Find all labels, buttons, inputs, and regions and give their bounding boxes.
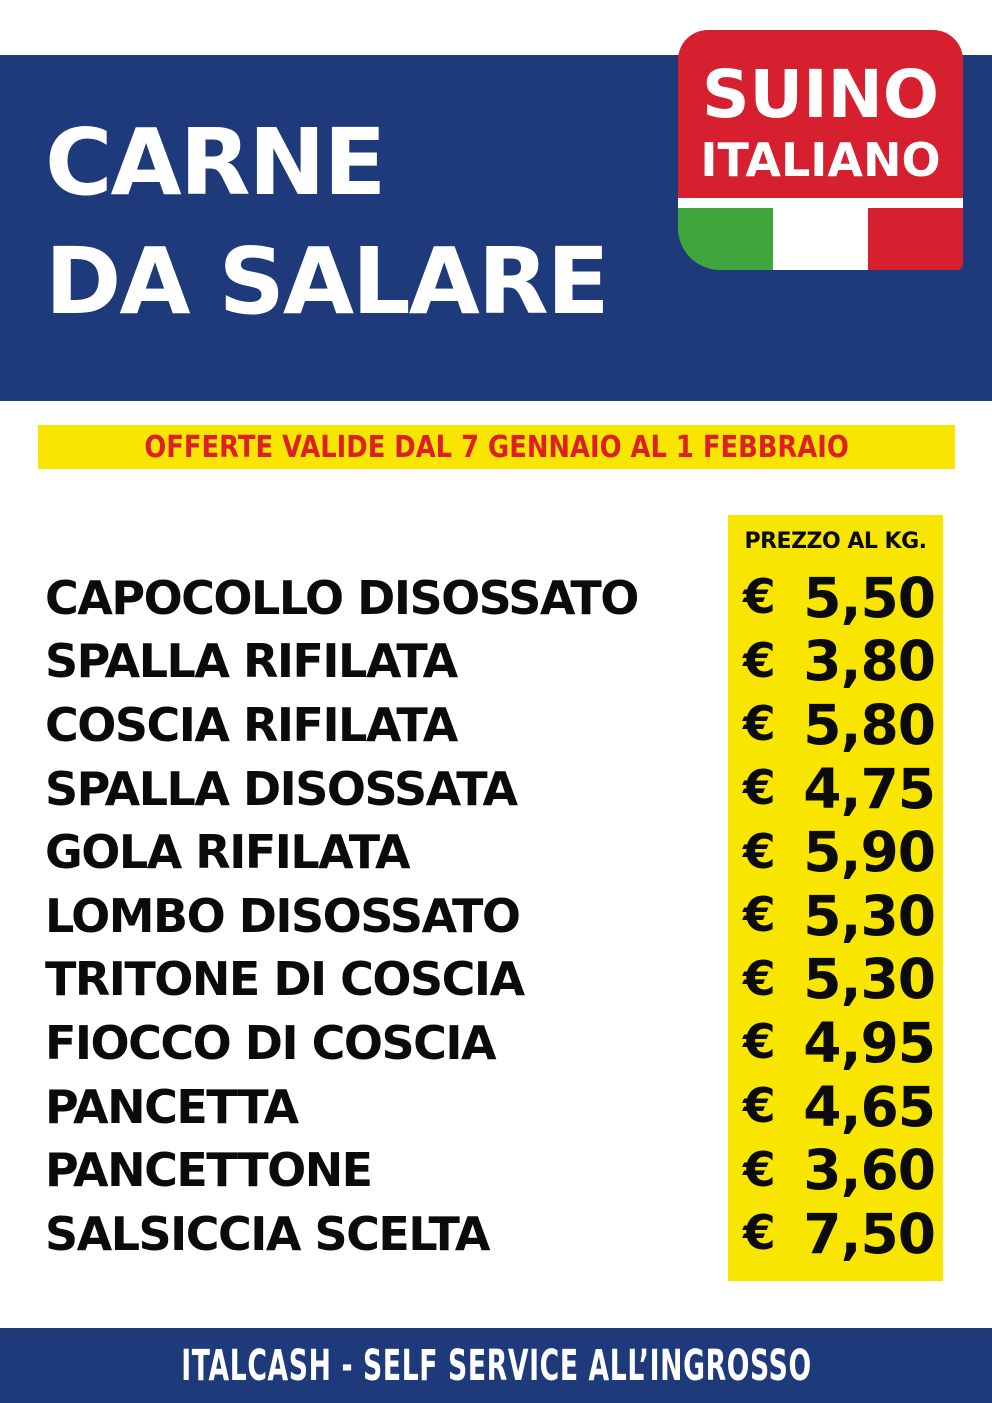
euro-symbol: € bbox=[743, 570, 776, 626]
flag-green-stripe bbox=[678, 208, 773, 270]
euro-symbol: € bbox=[743, 1142, 776, 1198]
price-cell: € 4,75 bbox=[728, 757, 943, 821]
price-value: 4,65 bbox=[803, 1074, 936, 1139]
badge-subtitle: ITALIANO bbox=[700, 133, 941, 187]
list-item: GOLA RIFILATA € 5,90 bbox=[0, 820, 992, 884]
euro-symbol: € bbox=[743, 1079, 776, 1135]
list-item: PANCETTA € 4,65 bbox=[0, 1075, 992, 1139]
product-name: SALSICCIA SCELTA bbox=[45, 1206, 490, 1261]
flag-white-stripe bbox=[773, 208, 868, 270]
italian-flag-icon bbox=[678, 208, 963, 270]
product-name: LOMBO DISOSSATO bbox=[45, 888, 521, 943]
offer-banner: OFFERTE VALIDE DAL 7 GENNAIO AL 1 FEBBRA… bbox=[38, 425, 955, 469]
product-name: COSCIA RIFILATA bbox=[45, 697, 458, 752]
price-cell: € 5,50 bbox=[728, 566, 943, 630]
euro-symbol: € bbox=[743, 951, 776, 1007]
list-item: COSCIA RIFILATA € 5,80 bbox=[0, 693, 992, 757]
euro-symbol: € bbox=[743, 633, 776, 689]
price-value: 5,80 bbox=[803, 692, 936, 757]
product-name: GOLA RIFILATA bbox=[45, 825, 411, 880]
price-column-background: PREZZO AL KG. bbox=[728, 515, 943, 1281]
price-cell: € 3,80 bbox=[728, 629, 943, 693]
product-name: TRITONE DI COSCIA bbox=[45, 952, 525, 1007]
price-value: 5,50 bbox=[803, 565, 936, 630]
price-value: 5,30 bbox=[803, 947, 936, 1012]
list-item: PANCETTONE € 3,60 bbox=[0, 1138, 992, 1202]
price-value: 5,90 bbox=[803, 820, 936, 885]
price-cell: € 5,30 bbox=[728, 884, 943, 948]
product-name: PANCETTONE bbox=[45, 1143, 373, 1198]
page-title-line1: CARNE bbox=[45, 109, 386, 216]
footer-text: ITALCASH - SELF SERVICE ALL’INGROSSO bbox=[180, 1340, 812, 1391]
euro-symbol: € bbox=[743, 761, 776, 817]
price-cell: € 5,30 bbox=[728, 947, 943, 1011]
euro-symbol: € bbox=[743, 1015, 776, 1071]
price-value: 4,95 bbox=[803, 1010, 936, 1075]
list-item: SPALLA DISOSSATA € 4,75 bbox=[0, 757, 992, 821]
price-cell: € 4,65 bbox=[728, 1075, 943, 1139]
euro-symbol: € bbox=[743, 1206, 776, 1262]
badge-label-box: SUINO ITALIANO bbox=[678, 30, 963, 198]
price-value: 7,50 bbox=[803, 1201, 936, 1266]
price-cell: € 7,50 bbox=[728, 1202, 943, 1266]
price-value: 3,60 bbox=[803, 1138, 936, 1203]
product-name: FIOCCO DI COSCIA bbox=[45, 1015, 497, 1070]
badge-title: SUINO bbox=[701, 56, 940, 133]
product-name: CAPOCOLLO DISOSSATO bbox=[45, 570, 639, 625]
offer-text: OFFERTE VALIDE DAL 7 GENNAIO AL 1 FEBBRA… bbox=[144, 429, 849, 465]
flag-red-stripe bbox=[868, 208, 963, 270]
footer-bar: ITALCASH - SELF SERVICE ALL’INGROSSO bbox=[0, 1328, 992, 1403]
price-rows: CAPOCOLLO DISOSSATO € 5,50 SPALLA RIFILA… bbox=[0, 566, 992, 1266]
list-item: FIOCCO DI COSCIA € 4,95 bbox=[0, 1011, 992, 1075]
list-item: SALSICCIA SCELTA € 7,50 bbox=[0, 1202, 992, 1266]
price-value: 4,75 bbox=[803, 756, 936, 821]
product-name: SPALLA DISOSSATA bbox=[45, 761, 518, 816]
page-title-line2: DA SALARE bbox=[45, 228, 610, 335]
badge-divider bbox=[678, 198, 963, 208]
price-cell: € 4,95 bbox=[728, 1011, 943, 1075]
price-value: 3,80 bbox=[803, 629, 936, 694]
euro-symbol: € bbox=[743, 697, 776, 753]
list-item: LOMBO DISOSSATO € 5,30 bbox=[0, 884, 992, 948]
price-cell: € 5,90 bbox=[728, 820, 943, 884]
price-cell: € 3,60 bbox=[728, 1138, 943, 1202]
price-column-header: PREZZO AL KG. bbox=[744, 529, 927, 554]
list-item: CAPOCOLLO DISOSSATO € 5,50 bbox=[0, 566, 992, 630]
suino-italiano-badge: SUINO ITALIANO bbox=[678, 30, 963, 270]
product-name: PANCETTA bbox=[45, 1079, 299, 1134]
euro-symbol: € bbox=[743, 888, 776, 944]
euro-symbol: € bbox=[743, 824, 776, 880]
price-value: 5,30 bbox=[803, 883, 936, 948]
product-name: SPALLA RIFILATA bbox=[45, 634, 458, 689]
price-cell: € 5,80 bbox=[728, 693, 943, 757]
list-item: SPALLA RIFILATA € 3,80 bbox=[0, 629, 992, 693]
list-item: TRITONE DI COSCIA € 5,30 bbox=[0, 947, 992, 1011]
